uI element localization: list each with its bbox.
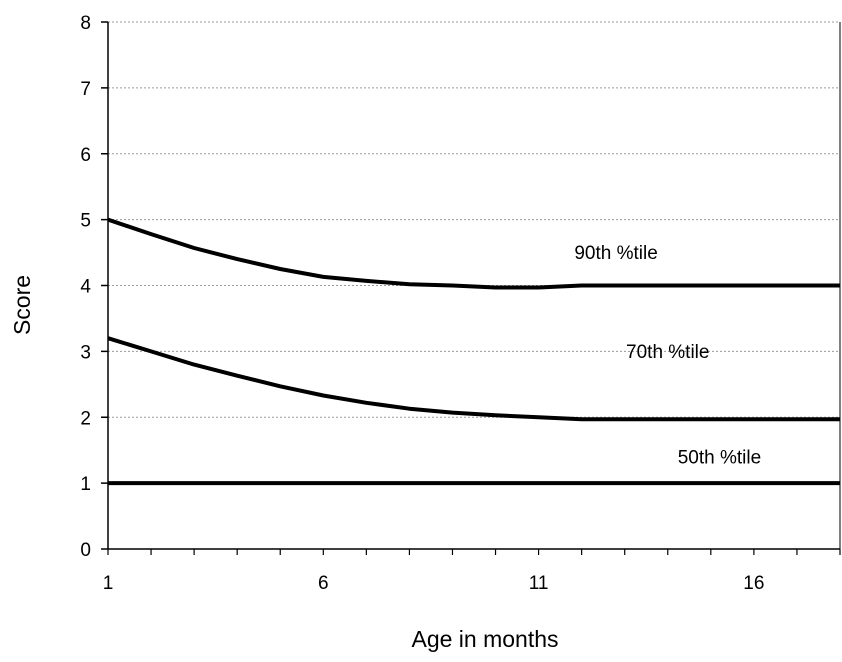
y-tick-label: 1	[80, 474, 91, 495]
series-label-3: 50th %tile	[678, 447, 761, 468]
y-tick-label: 3	[80, 342, 91, 363]
y-axis-title: Score	[9, 275, 35, 335]
x-axis-title: Age in months	[411, 626, 558, 652]
series-label-1: 90th %tile	[574, 243, 657, 264]
y-tick-label: 2	[80, 408, 91, 429]
x-tick-label: 6	[318, 573, 329, 594]
series-line-1	[107, 217, 840, 290]
y-tick-label: 4	[80, 277, 91, 298]
x-tick-label: 11	[529, 573, 549, 594]
grid-lines	[108, 21, 840, 484]
series-annotations: 90th %tile 70th %tile 50th %tile	[574, 243, 761, 468]
series-line-2	[107, 336, 840, 422]
series-lines	[107, 217, 840, 486]
y-tick-label: 6	[80, 145, 91, 166]
x-tick-label: 16	[743, 573, 764, 594]
series-label-2: 70th %tile	[626, 342, 709, 363]
axes	[101, 21, 841, 555]
y-tick-label: 0	[80, 540, 91, 561]
y-tick-label: 7	[80, 79, 91, 100]
x-tick-label: 1	[103, 573, 114, 594]
y-tick-label: 8	[80, 13, 91, 34]
y-tick-label: 5	[80, 211, 91, 232]
